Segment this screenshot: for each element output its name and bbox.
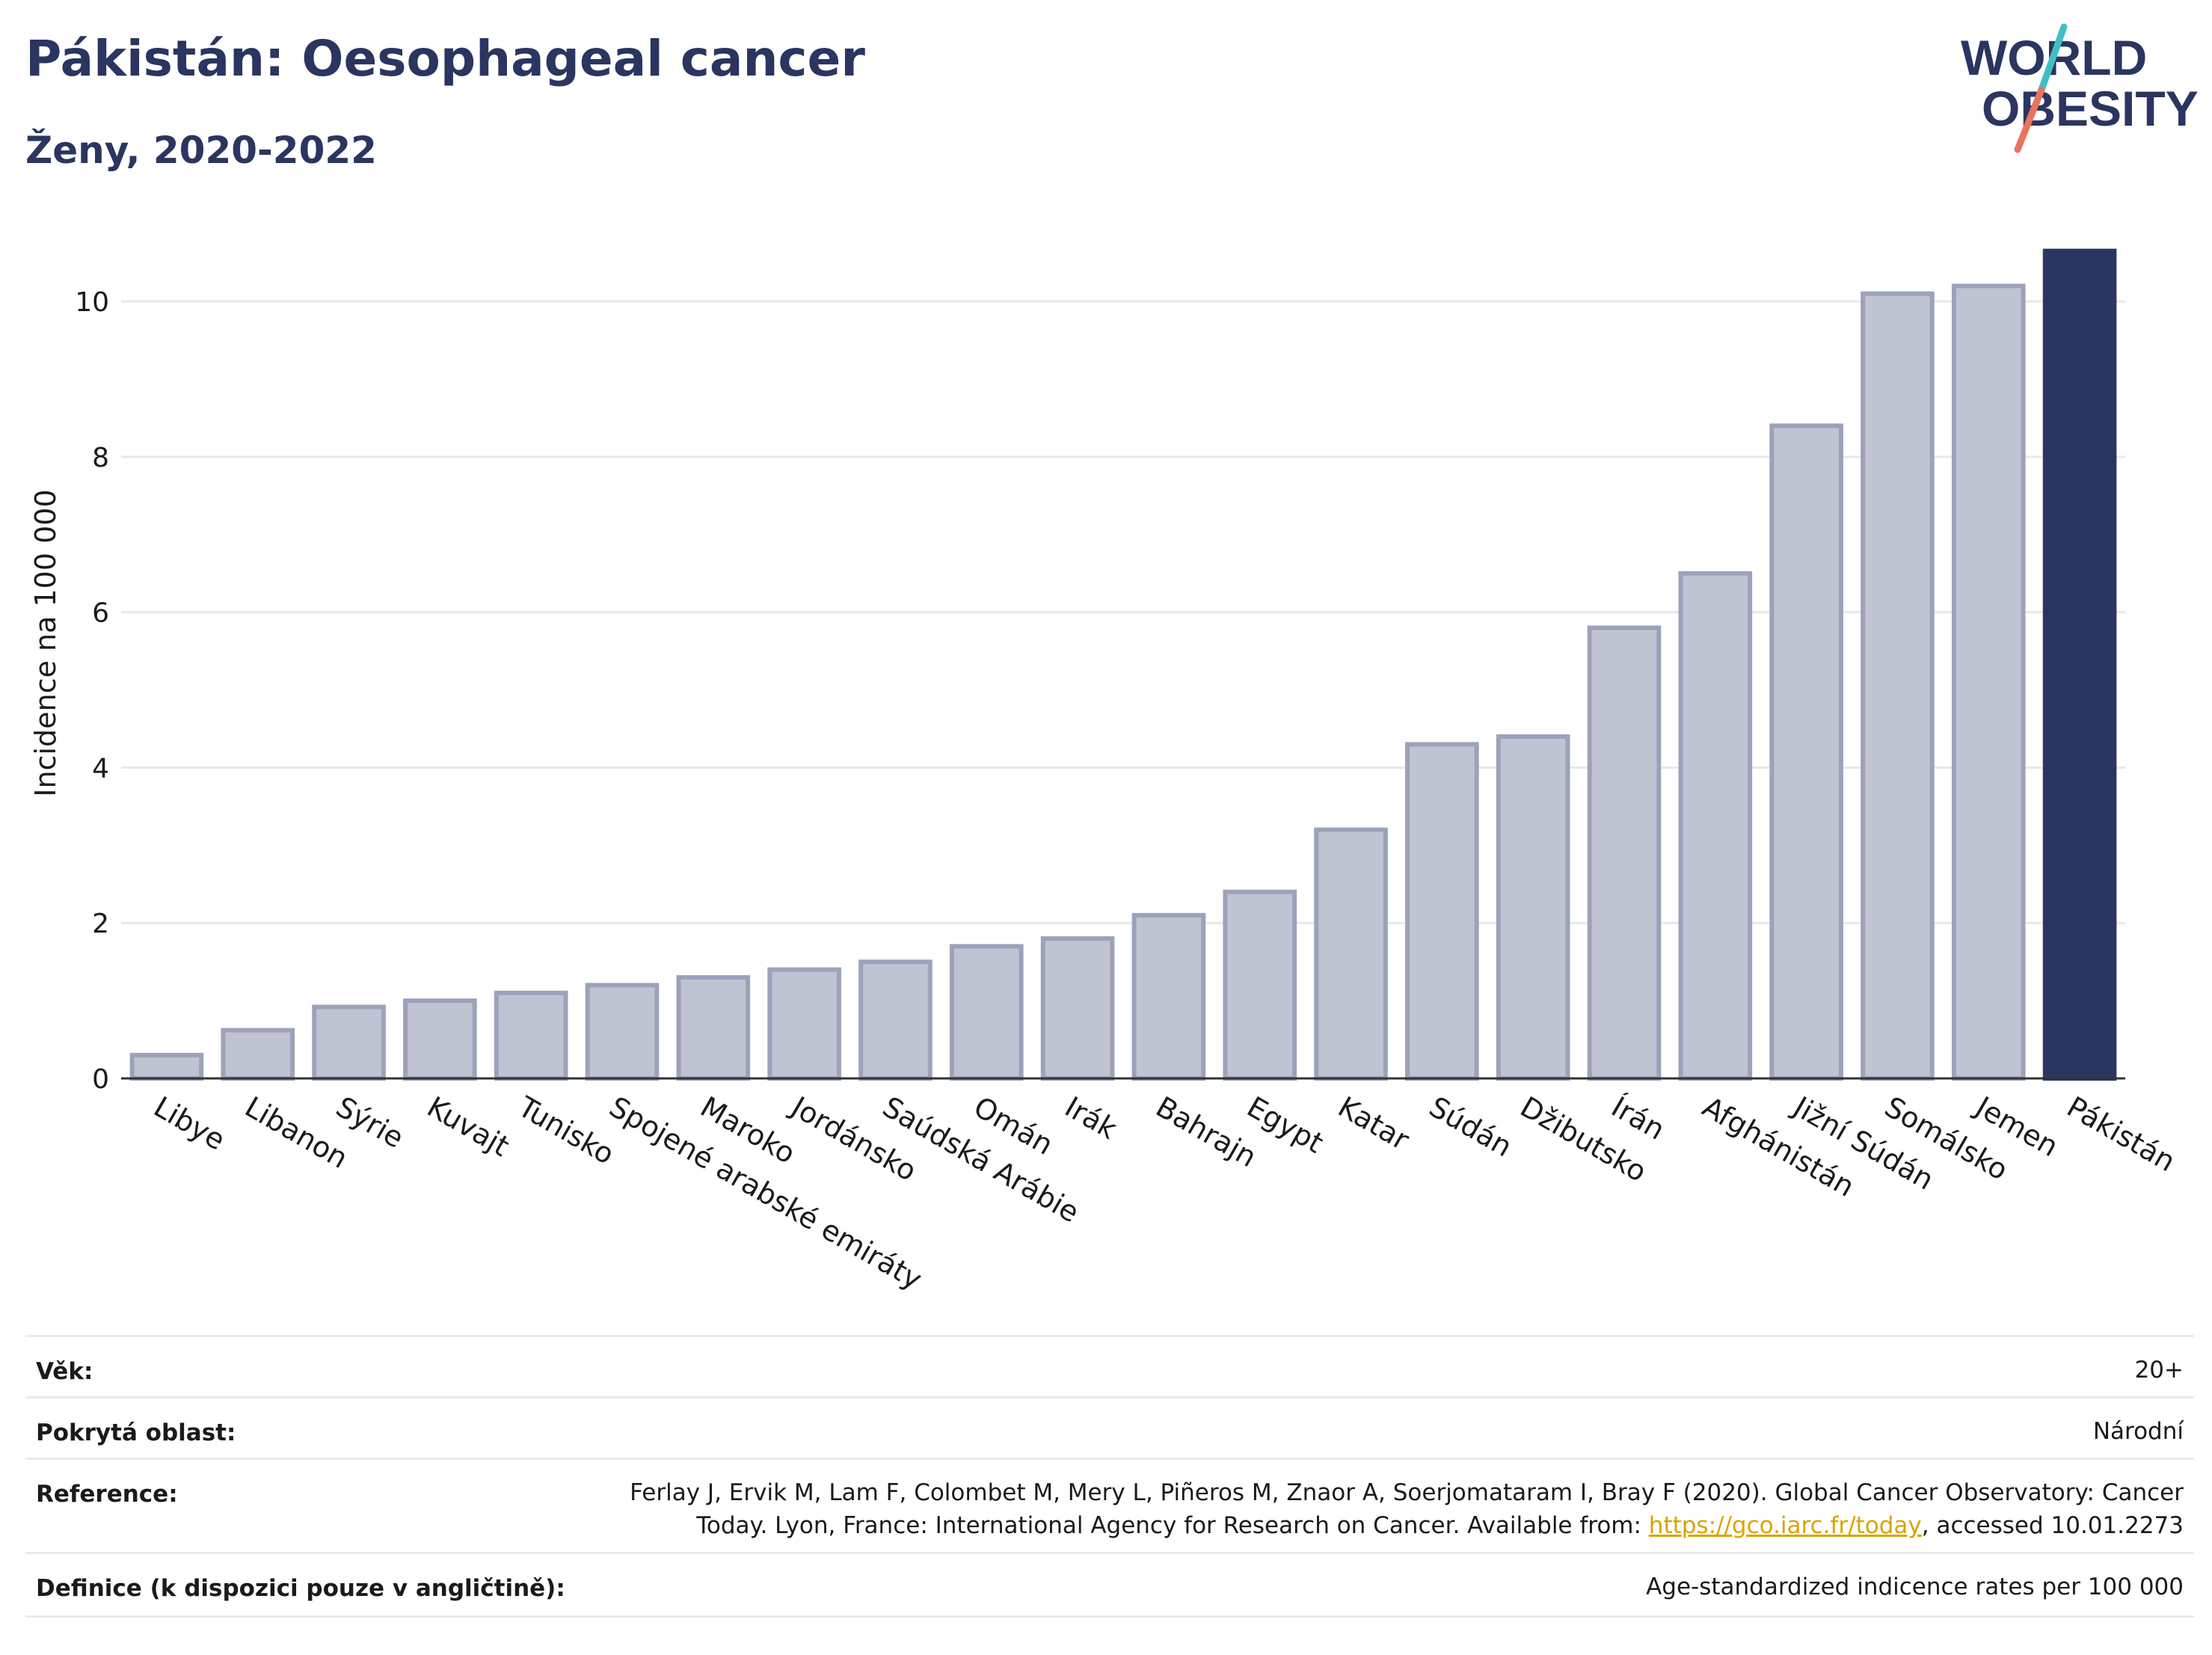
chart-subtitle: Ženy, 2020-2022 [25, 129, 377, 172]
age-value: 20+ [2134, 1357, 2184, 1384]
logo-text-obesity: OBESITY [1982, 81, 2199, 136]
reference-label: Reference: [36, 1481, 178, 1508]
reference-line1: Ferlay J, Ervik M, Lam F, Colombet M, Me… [630, 1479, 2184, 1506]
bar-13 [1314, 827, 1388, 1081]
bar-2 [312, 1004, 386, 1081]
definition-value: Age-standardized indicence rates per 100… [1646, 1573, 2184, 1600]
x-tick-label: Kuvajt [422, 1090, 514, 1163]
bar-18 [1769, 423, 1843, 1081]
bar-17 [1678, 571, 1753, 1081]
bar-9 [949, 944, 1024, 1081]
x-tick-label: Súdán [1424, 1090, 1518, 1164]
definition-label: Definice (k dispozici pouze v angličtině… [36, 1575, 565, 1602]
bar-11 [1131, 912, 1206, 1081]
bars [129, 248, 2117, 1081]
reference-link[interactable]: https://gco.iarc.fr/today [1648, 1512, 1922, 1539]
reference-line2-pre: Today. Lyon, France: International Agenc… [696, 1512, 1649, 1539]
coverage-value: Národní [2092, 1418, 2184, 1445]
x-tick-label: Libye [148, 1090, 230, 1157]
bar-4 [494, 990, 568, 1081]
bar-1 [221, 1028, 295, 1081]
logo-slash-teal [2038, 23, 2068, 93]
y-tick-label: 4 [92, 753, 109, 784]
meta-row-age: Věk: 20+ [25, 1335, 2194, 1398]
x-tick-label: Írán [1606, 1090, 1671, 1146]
logo-slash-coral [2014, 86, 2045, 153]
bar-5 [585, 983, 660, 1081]
y-tick-label: 2 [92, 909, 109, 939]
bar-14 [1405, 742, 1479, 1081]
bar-6 [676, 974, 751, 1081]
bar-7 [767, 967, 841, 1081]
bar-16 [1587, 625, 1662, 1081]
bar-0 [129, 1052, 204, 1081]
x-tick-label: Katar [1333, 1090, 1415, 1157]
world-obesity-logo: WORLD OBESITY [1961, 23, 2199, 153]
age-label: Věk: [36, 1358, 93, 1385]
y-tick-label: 10 [75, 287, 109, 318]
x-tick-label: Tunisko [512, 1090, 620, 1171]
y-tick-label: 6 [92, 598, 109, 629]
x-tick-label: Libanon [239, 1090, 353, 1175]
x-tick-label: Bahrajn [1150, 1090, 1262, 1174]
meta-row-reference: Reference: Ferlay J, Ervik M, Lam F, Col… [25, 1458, 2194, 1554]
chart-title: Pákistán: Oesophageal cancer [25, 30, 865, 87]
bar-19 [1861, 291, 1935, 1081]
y-tick-label: 0 [92, 1064, 109, 1095]
meta-row-definition: Definice (k dispozici pouze v angličtině… [25, 1552, 2194, 1618]
coverage-label: Pokrytá oblast: [36, 1419, 236, 1446]
reference-line2: Today. Lyon, France: International Agenc… [314, 1509, 2184, 1542]
y-axis-label: Incidence na 100 000 [29, 489, 62, 796]
bar-20 [1951, 283, 2026, 1081]
x-tick-label: Irák [1060, 1090, 1122, 1146]
y-tick-label: 8 [92, 443, 109, 473]
reference-line2-post: , accessed 10.01.2273 [1921, 1512, 2184, 1539]
bar-21 [2042, 248, 2117, 1081]
bar-3 [403, 998, 477, 1081]
meta-row-coverage: Pokrytá oblast: Národní [25, 1396, 2194, 1460]
bar-10 [1040, 936, 1115, 1081]
x-tick-label: Pákistán [2062, 1090, 2181, 1179]
bar-15 [1496, 734, 1570, 1081]
x-tick-label: Afghánistán [1697, 1090, 1860, 1203]
bar-12 [1223, 889, 1297, 1081]
bar-8 [858, 959, 933, 1081]
reference-value: Ferlay J, Ervik M, Lam F, Colombet M, Me… [314, 1476, 2184, 1542]
